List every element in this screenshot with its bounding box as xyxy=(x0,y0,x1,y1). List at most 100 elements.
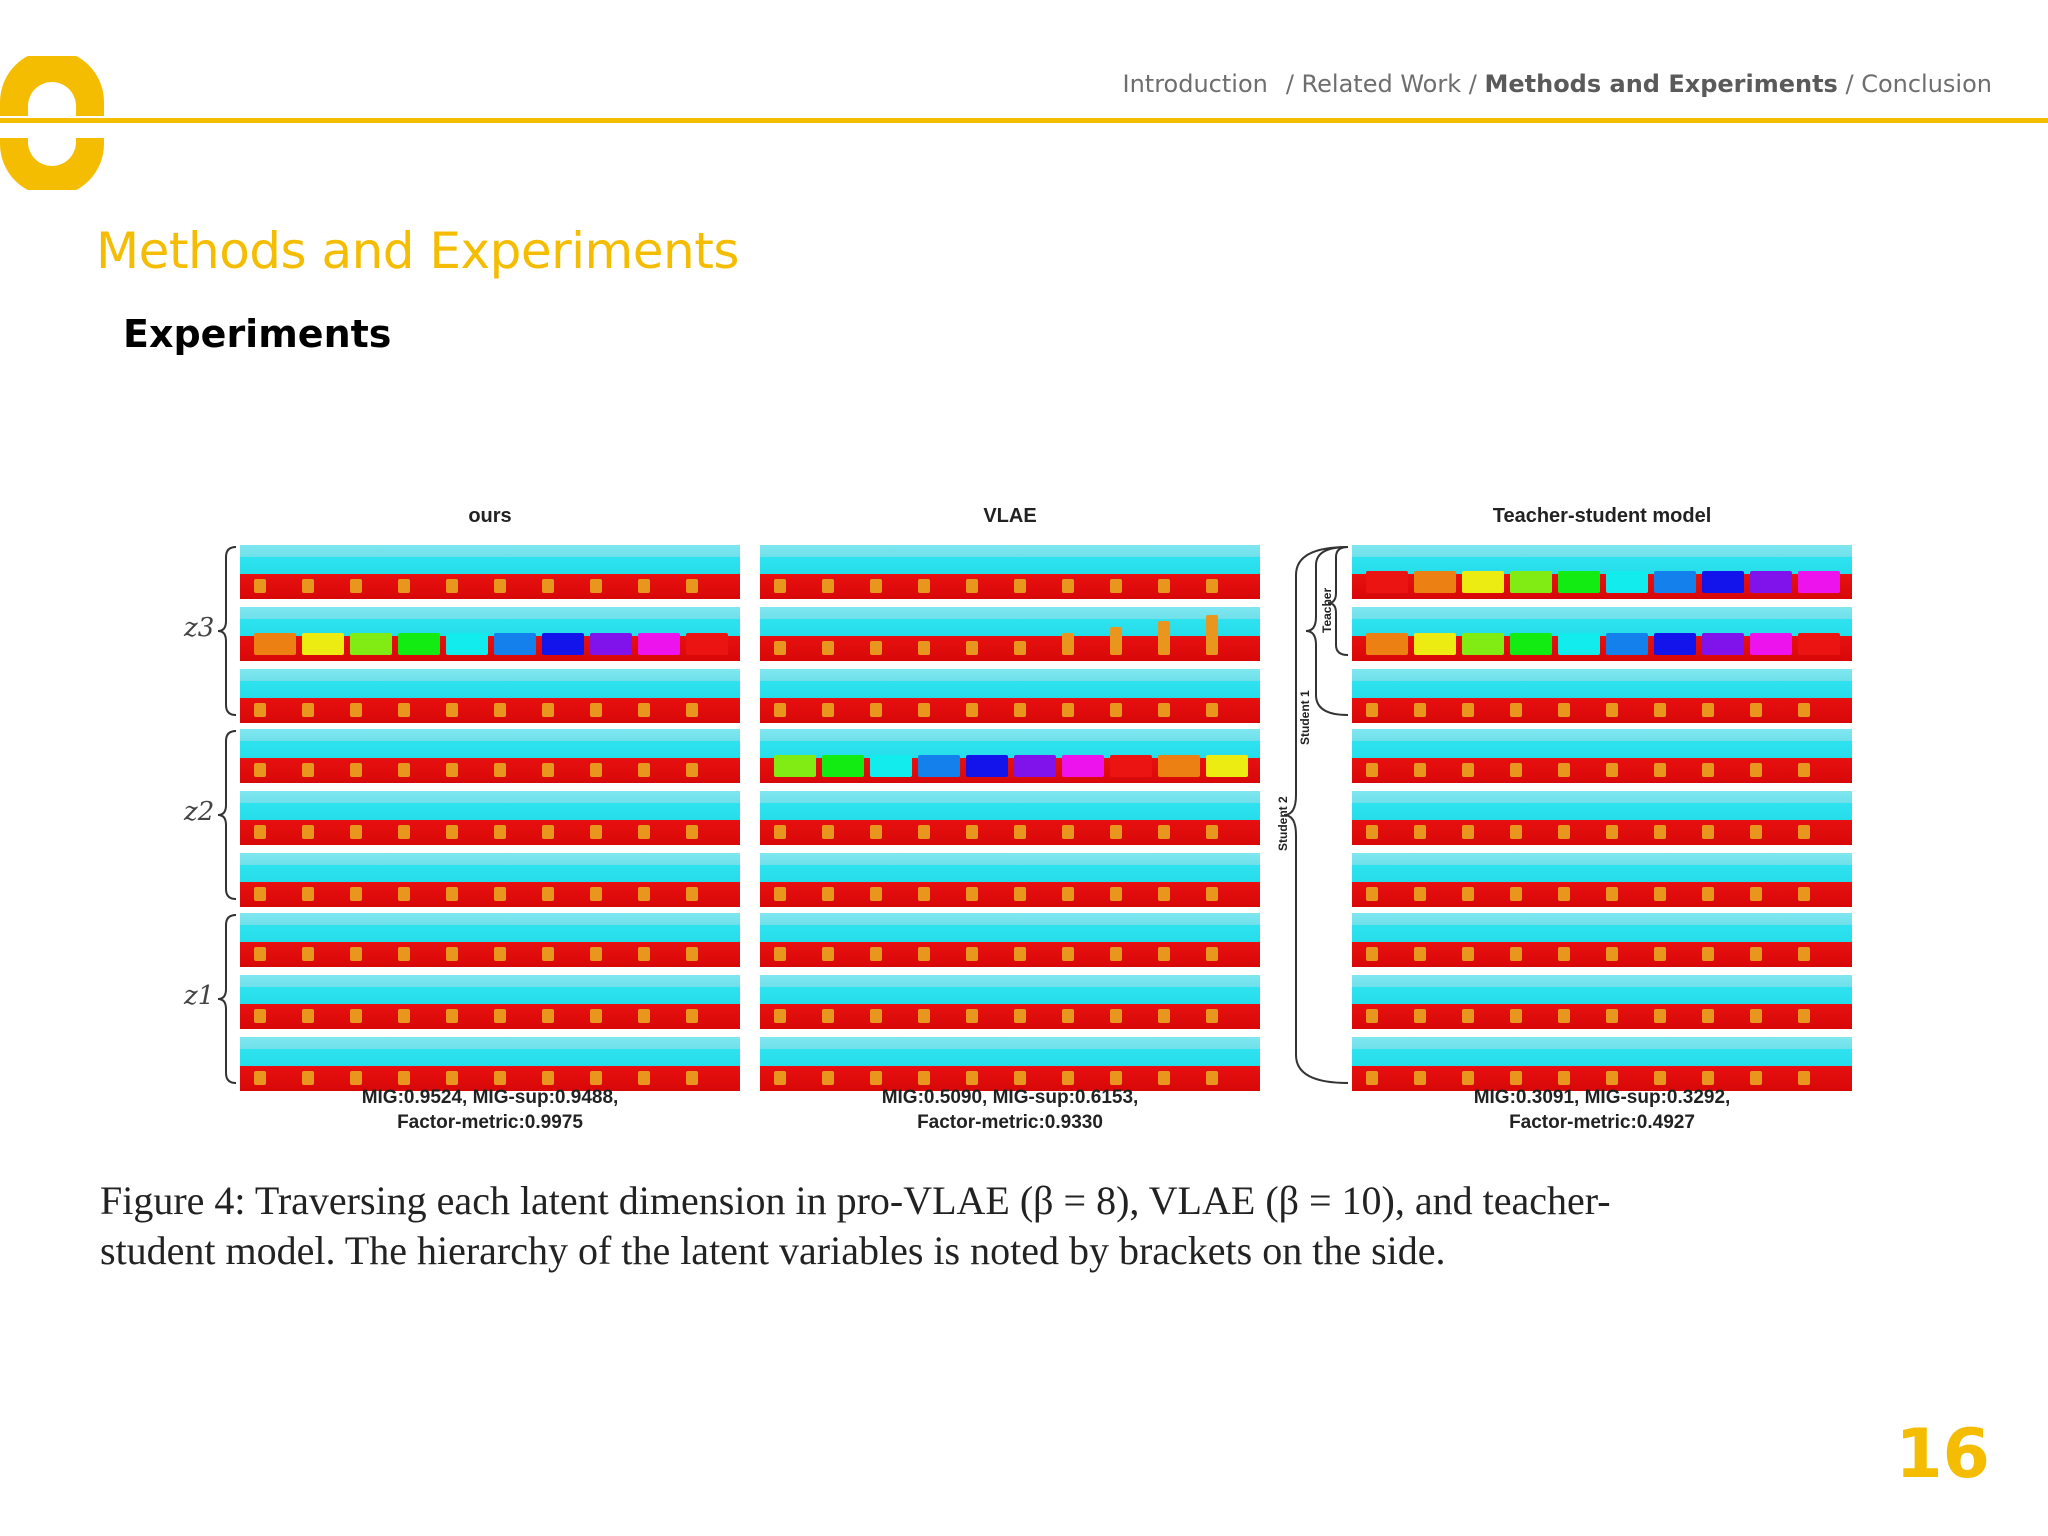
scene-object xyxy=(966,947,978,961)
scene-object xyxy=(638,1071,650,1085)
scene-object xyxy=(494,1071,506,1085)
breadcrumb-introduction[interactable]: Introduction xyxy=(1122,70,1268,98)
scene-object xyxy=(1702,703,1714,717)
scene-object xyxy=(686,1009,698,1023)
scene-object xyxy=(302,763,314,777)
scene-object xyxy=(966,755,1008,777)
scene-object xyxy=(446,1009,458,1023)
scene-object xyxy=(1414,633,1456,655)
scene-object xyxy=(398,1071,410,1085)
scene-object xyxy=(1062,887,1074,901)
traversal-strip xyxy=(240,545,740,599)
scene-object xyxy=(774,1009,786,1023)
scene-object xyxy=(638,633,680,655)
scene-object xyxy=(1414,825,1426,839)
scene-object xyxy=(1462,947,1474,961)
scene-object xyxy=(542,633,584,655)
scene-object xyxy=(1606,763,1618,777)
z3-label: z3 xyxy=(184,613,215,643)
scene-object xyxy=(350,1071,362,1085)
caption-line-2: student model. The hierarchy of the late… xyxy=(100,1228,1446,1273)
scene-object xyxy=(398,825,410,839)
traversal-strip xyxy=(760,791,1260,845)
scene-object xyxy=(590,633,632,655)
scene-object xyxy=(686,825,698,839)
scene-object xyxy=(1110,1009,1122,1023)
scene-object xyxy=(1558,1009,1570,1023)
teacher-student-braces xyxy=(1283,546,1349,1084)
scene-object xyxy=(638,703,650,717)
scene-object xyxy=(542,947,554,961)
scene-object xyxy=(1110,703,1122,717)
scene-object xyxy=(774,641,786,655)
scene-object xyxy=(966,887,978,901)
scene-object xyxy=(966,825,978,839)
scene-object xyxy=(1206,887,1218,901)
scene-object xyxy=(1206,615,1218,655)
scene-object xyxy=(1014,1071,1026,1085)
scene-object xyxy=(1414,887,1426,901)
scene-object xyxy=(918,641,930,655)
scene-object xyxy=(302,1009,314,1023)
scene-object xyxy=(686,947,698,961)
scene-object xyxy=(918,703,930,717)
scene-object xyxy=(918,825,930,839)
scene-object xyxy=(1798,763,1810,777)
scene-object xyxy=(1158,887,1170,901)
student-1-label: Student 1 xyxy=(1298,690,1312,745)
scene-object xyxy=(542,825,554,839)
traversal-strip xyxy=(1352,669,1852,723)
scene-object xyxy=(398,1009,410,1023)
scene-object xyxy=(542,763,554,777)
scene-object xyxy=(1798,571,1840,593)
scene-object xyxy=(870,1071,882,1085)
scene-object xyxy=(1014,755,1056,777)
scene-object xyxy=(1558,887,1570,901)
scene-object xyxy=(1510,825,1522,839)
scene-object xyxy=(350,887,362,901)
scene-object xyxy=(1606,571,1648,593)
scene-object xyxy=(254,763,266,777)
traversal-strip xyxy=(240,853,740,907)
scene-object xyxy=(1110,1071,1122,1085)
scene-object xyxy=(446,887,458,901)
breadcrumb-methods-current[interactable]: Methods and Experiments xyxy=(1484,70,1838,98)
traversal-strip xyxy=(1352,975,1852,1029)
scene-object xyxy=(1062,703,1074,717)
caption-line-1: Figure 4: Traversing each latent dimensi… xyxy=(100,1178,1611,1223)
scene-object xyxy=(1462,1009,1474,1023)
scene-object xyxy=(1510,887,1522,901)
scene-object xyxy=(774,1071,786,1085)
scene-object xyxy=(1206,755,1248,777)
scene-object xyxy=(1558,763,1570,777)
scene-object xyxy=(822,755,864,777)
scene-object xyxy=(686,887,698,901)
scene-object xyxy=(1750,887,1762,901)
traversal-strip xyxy=(240,607,740,661)
scene-object xyxy=(446,1071,458,1085)
scene-object xyxy=(686,579,698,593)
scene-object xyxy=(870,1009,882,1023)
breadcrumb-related-work[interactable]: / Related Work / xyxy=(1285,70,1477,98)
scene-object xyxy=(1702,763,1714,777)
scene-object xyxy=(1798,703,1810,717)
scene-object xyxy=(1558,703,1570,717)
scene-object xyxy=(254,703,266,717)
scene-object xyxy=(1558,571,1600,593)
scene-object xyxy=(254,947,266,961)
section-subtitle: Experiments xyxy=(123,312,392,356)
scene-object xyxy=(638,947,650,961)
scene-object xyxy=(302,633,344,655)
scene-object xyxy=(494,947,506,961)
scene-object xyxy=(1606,887,1618,901)
scene-object xyxy=(774,703,786,717)
slide-title: Methods and Experiments xyxy=(96,222,739,280)
scene-object xyxy=(1606,1009,1618,1023)
scene-object xyxy=(302,579,314,593)
scene-object xyxy=(966,1071,978,1085)
traversal-strip xyxy=(1352,545,1852,599)
scene-object xyxy=(1206,703,1218,717)
traversal-strip xyxy=(240,913,740,967)
breadcrumb-conclusion[interactable]: / Conclusion xyxy=(1845,70,1992,98)
scene-object xyxy=(542,1071,554,1085)
